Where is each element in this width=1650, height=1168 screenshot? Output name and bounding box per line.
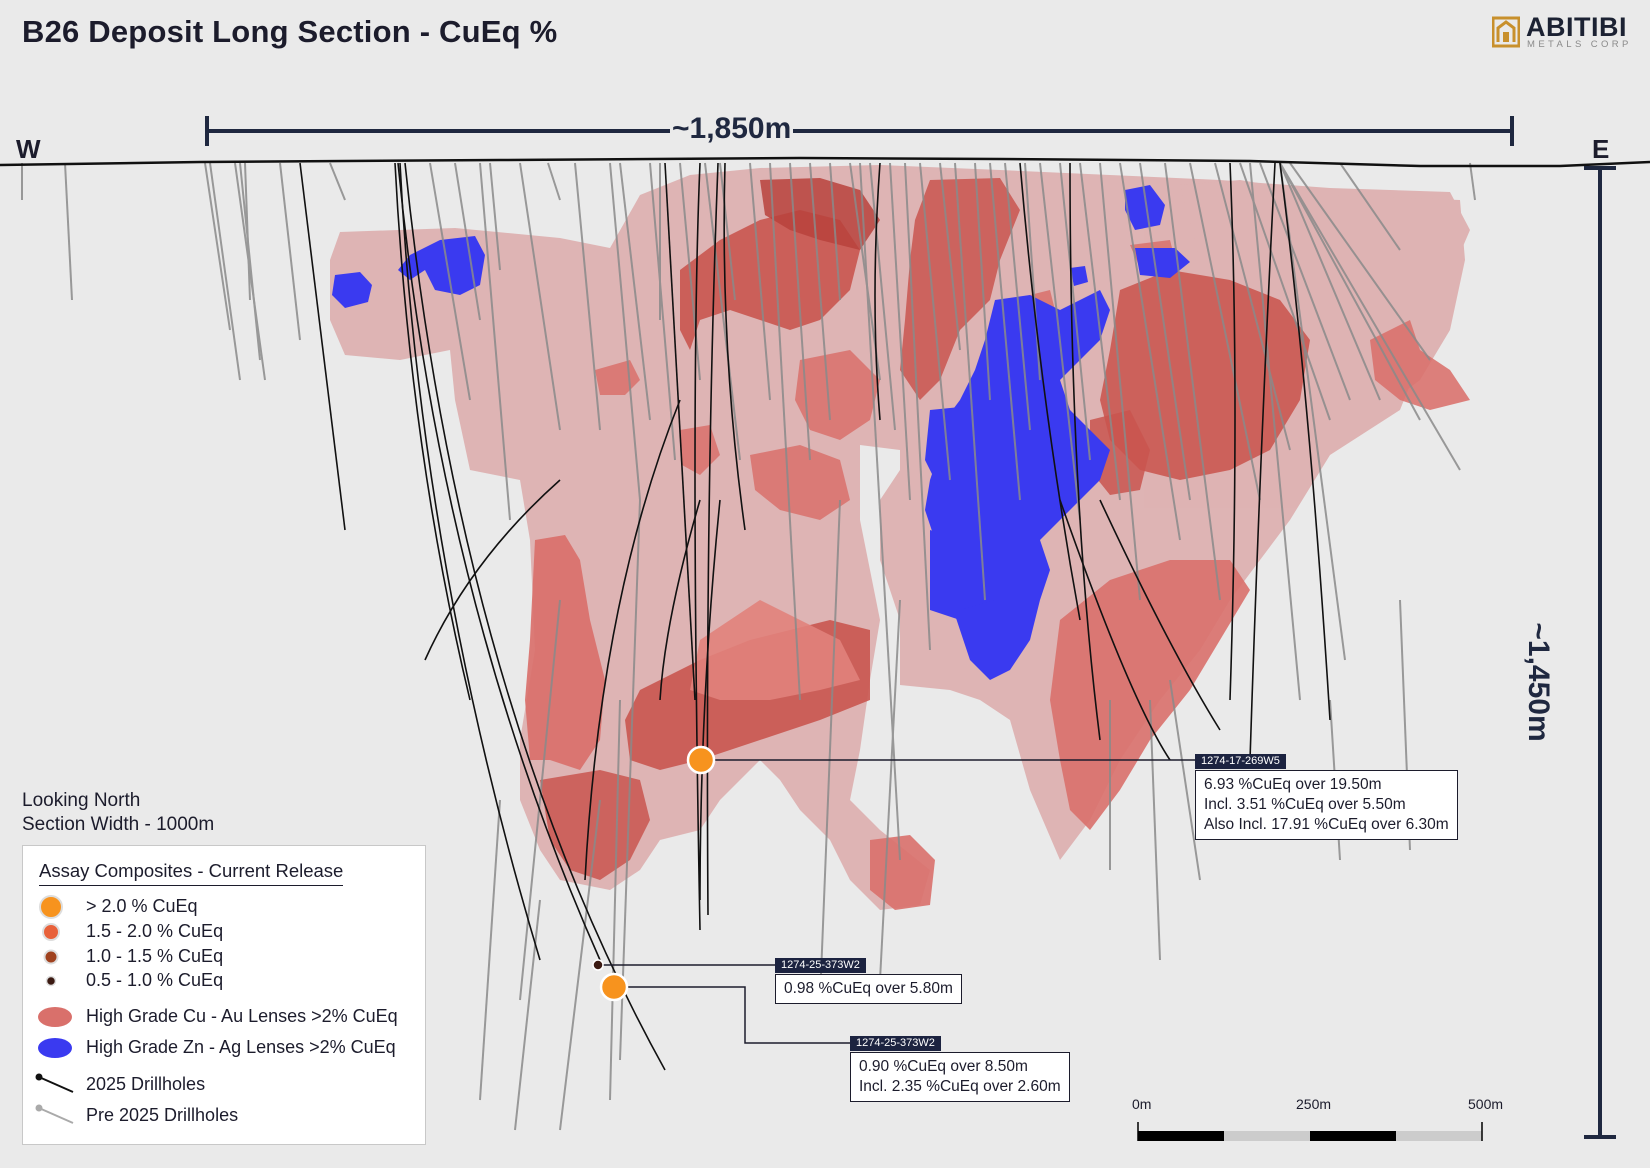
legend-item: High Grade Cu - Au Lenses >2% CuEq (23, 1004, 423, 1030)
legend-item: > 2.0 % CuEq (23, 894, 423, 920)
pre-2025-drillholes (21, 162, 1476, 1131)
cu-lens (1050, 560, 1250, 830)
legend-item: High Grade Zn - Ag Lenses >2% CuEq (23, 1035, 423, 1061)
cu-lens (1090, 410, 1150, 495)
depth-label: ~1,450m (1521, 618, 1555, 746)
legend: Assay Composites - Current Release > 2.0… (22, 845, 426, 1145)
callout-box: 0.98 %CuEq over 5.80m (775, 974, 962, 1004)
west-label: W (16, 134, 41, 164)
scale-label: 500m (1468, 1096, 1504, 1112)
surface-topography-line (0, 156, 1650, 168)
legend-item: 1.5 - 2.0 % CuEq (23, 919, 423, 945)
width-dimension (205, 116, 1514, 146)
callout-line: 6.93 %CuEq over 19.50m (1204, 776, 1382, 793)
2025-drillholes (299, 162, 1331, 1071)
dark-dot-icon (45, 975, 57, 987)
assay-marker-high (599, 972, 629, 1002)
legend-item-label: Pre 2025 Drillholes (86, 1105, 239, 1125)
page-title: B26 Deposit Long Section - CuEq % (22, 14, 558, 49)
legend-item-label: 2025 Drillholes (86, 1074, 206, 1094)
legend-item-label: High Grade Cu - Au Lenses >2% CuEq (86, 1006, 398, 1026)
cu-lens (795, 350, 880, 440)
legend-item-label: 1.5 - 2.0 % CuEq (86, 921, 224, 941)
legend-item: 0.5 - 1.0 % CuEq (23, 968, 423, 994)
legend-item: 1.0 - 1.5 % CuEq (23, 944, 423, 970)
black-drillhole-icon (35, 1073, 74, 1093)
legend-item-label: 0.5 - 1.0 % CuEq (86, 970, 224, 990)
legend-item-label: High Grade Zn - Ag Lenses >2% CuEq (86, 1037, 396, 1057)
zn-lens (930, 530, 975, 620)
cu-lens (690, 600, 860, 700)
logo-subtitle: METALS CORP (1527, 39, 1632, 50)
zn-lens (1070, 266, 1088, 286)
section-width-note: Section Width - 1000m (22, 814, 215, 835)
depth-dimension (1584, 166, 1616, 1139)
zn-lens (398, 236, 485, 295)
company-logo: ABITIBI METALS CORP (1492, 12, 1642, 52)
legend-item-label: > 2.0 % CuEq (86, 896, 198, 916)
callout-leaders (598, 759, 1195, 1044)
callout-hole-tag: 1274-17-269W5 (1195, 754, 1286, 769)
brown-dot-icon (43, 949, 59, 965)
callout-line: 0.90 %CuEq over 8.50m (859, 1058, 1028, 1075)
callout-box: 6.93 %CuEq over 19.50m Incl. 3.51 %CuEq … (1195, 770, 1458, 840)
cu-lens (750, 445, 850, 520)
width-label: ~1,850m (670, 112, 794, 146)
cu-lens (760, 178, 880, 250)
callout-line: Incl. 2.35 %CuEq over 2.60m (859, 1078, 1061, 1095)
legend-item-label: 1.0 - 1.5 % CuEq (86, 946, 224, 966)
legend-item: Pre 2025 Drillholes (23, 1103, 423, 1129)
scale-label: 250m (1296, 1096, 1332, 1112)
callout-line: 0.98 %CuEq over 5.80m (784, 980, 953, 997)
zn-lens (332, 272, 372, 308)
blue-lens-icon (38, 1038, 72, 1058)
callout-hole-tag: 1274-25-373W2 (775, 958, 866, 973)
callout-box: 0.90 %CuEq over 8.50m Incl. 2.35 %CuEq o… (850, 1052, 1070, 1102)
scale-label: 0m (1132, 1096, 1152, 1112)
callout-line: Also Incl. 17.91 %CuEq over 6.30m (1204, 816, 1449, 833)
cu-lens (540, 770, 650, 880)
cu-lens (900, 178, 1020, 400)
logo-mark-icon (1492, 16, 1520, 48)
legend-item: 2025 Drillholes (23, 1072, 423, 1098)
cu-lens (525, 535, 605, 770)
assay-marker-high (686, 745, 716, 775)
callout-hole-tag: 1274-25-373W2 (850, 1036, 941, 1051)
assay-markers (592, 745, 716, 1002)
red-orange-dot-icon (42, 923, 60, 941)
zn-lens (1125, 185, 1165, 230)
callout-line: Incl. 3.51 %CuEq over 5.50m (1204, 796, 1406, 813)
scale-bar (1137, 1122, 1483, 1141)
zn-lens (925, 405, 1000, 500)
assay-marker-low (592, 959, 604, 971)
east-label: E (1592, 134, 1610, 164)
view-direction-note: Looking North (22, 790, 141, 811)
logo-wordmark: ABITIBI (1526, 12, 1627, 42)
legend-title: Assay Composites - Current Release (39, 860, 344, 886)
grey-drillhole-icon (35, 1104, 74, 1124)
orange-dot-icon (39, 895, 63, 919)
red-lens-icon (38, 1007, 72, 1027)
cu-lens (1370, 320, 1470, 410)
